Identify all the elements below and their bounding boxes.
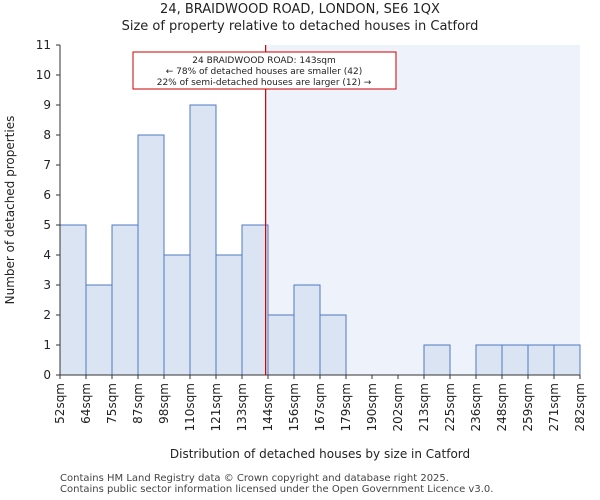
histogram-bar (85, 284, 113, 376)
x-tick-label: 64sqm (79, 383, 93, 424)
y-tick-label: 5 (43, 218, 51, 232)
y-axis-label: Number of detached properties (3, 116, 17, 305)
x-tick-label: 236sqm (469, 383, 483, 431)
histogram-bar (163, 254, 191, 376)
x-tick-label: 167sqm (313, 383, 327, 431)
footer-copyright: Contains HM Land Registry data © Crown c… (60, 473, 449, 484)
histogram-bar (267, 314, 295, 376)
y-tick-label: 8 (43, 128, 51, 142)
x-tick-label: 75sqm (105, 383, 119, 424)
y-tick-label: 6 (43, 188, 51, 202)
x-axis-label: Distribution of detached houses by size … (170, 447, 470, 461)
x-tick-label: 98sqm (157, 383, 171, 424)
y-tick-label: 7 (43, 158, 51, 172)
x-tick-label: 225sqm (443, 383, 457, 431)
y-tick-label: 3 (43, 278, 51, 292)
x-tick-label: 52sqm (53, 383, 67, 424)
annotation-text: 24 BRAIDWOOD ROAD: 143sqm (192, 56, 335, 66)
y-tick-label: 4 (43, 248, 51, 262)
footer-licence: Contains public sector information licen… (60, 484, 494, 495)
annotation-box (132, 51, 397, 90)
histogram-bar (553, 344, 581, 376)
histogram-bar (189, 104, 217, 376)
y-tick-label: 10 (36, 68, 51, 82)
histogram-bar (293, 284, 321, 376)
y-tick-label: 1 (43, 338, 51, 352)
x-tick-label: 133sqm (235, 383, 249, 431)
histogram-bar (475, 344, 503, 376)
histogram-bar (111, 224, 139, 376)
x-tick-label: 282sqm (573, 383, 587, 431)
y-tick-label: 9 (43, 98, 51, 112)
histogram-bar (527, 344, 555, 376)
annotation-text: 22% of semi-detached houses are larger (… (157, 78, 372, 88)
histogram-bar (319, 314, 347, 376)
y-tick-label: 2 (43, 308, 51, 322)
y-tick-label: 0 (43, 368, 51, 382)
x-tick-label: 271sqm (547, 383, 561, 431)
x-tick-label: 248sqm (495, 383, 509, 431)
y-tick-label: 11 (36, 38, 51, 52)
annotation-text: ← 78% of detached houses are smaller (42… (166, 67, 363, 77)
x-tick-label: 87sqm (131, 383, 145, 424)
chart-title: Size of property relative to detached ho… (121, 19, 479, 34)
x-tick-label: 213sqm (417, 383, 431, 431)
x-tick-label: 259sqm (521, 383, 535, 431)
histogram-bar (137, 134, 165, 376)
histogram-bar (501, 344, 529, 376)
x-tick-label: 156sqm (287, 383, 301, 431)
histogram-bar (423, 344, 451, 376)
x-tick-label: 144sqm (261, 383, 275, 431)
x-tick-label: 110sqm (183, 383, 197, 431)
histogram-bar (59, 224, 87, 376)
histogram-bar (241, 224, 269, 376)
chart-title-address: 24, BRAIDWOOD ROAD, LONDON, SE6 1QX (160, 2, 440, 17)
x-tick-label: 202sqm (391, 383, 405, 431)
histogram-bar (215, 254, 243, 376)
x-tick-label: 190sqm (365, 383, 379, 431)
x-tick-label: 121sqm (209, 383, 223, 431)
histogram-chart: 0 1 2 3 4 5 6 7 8 9 10 11 52sqm 64sqm 75sqm 87sqm 98sqm 1… (3, 38, 587, 461)
x-tick-label: 179sqm (339, 383, 353, 431)
